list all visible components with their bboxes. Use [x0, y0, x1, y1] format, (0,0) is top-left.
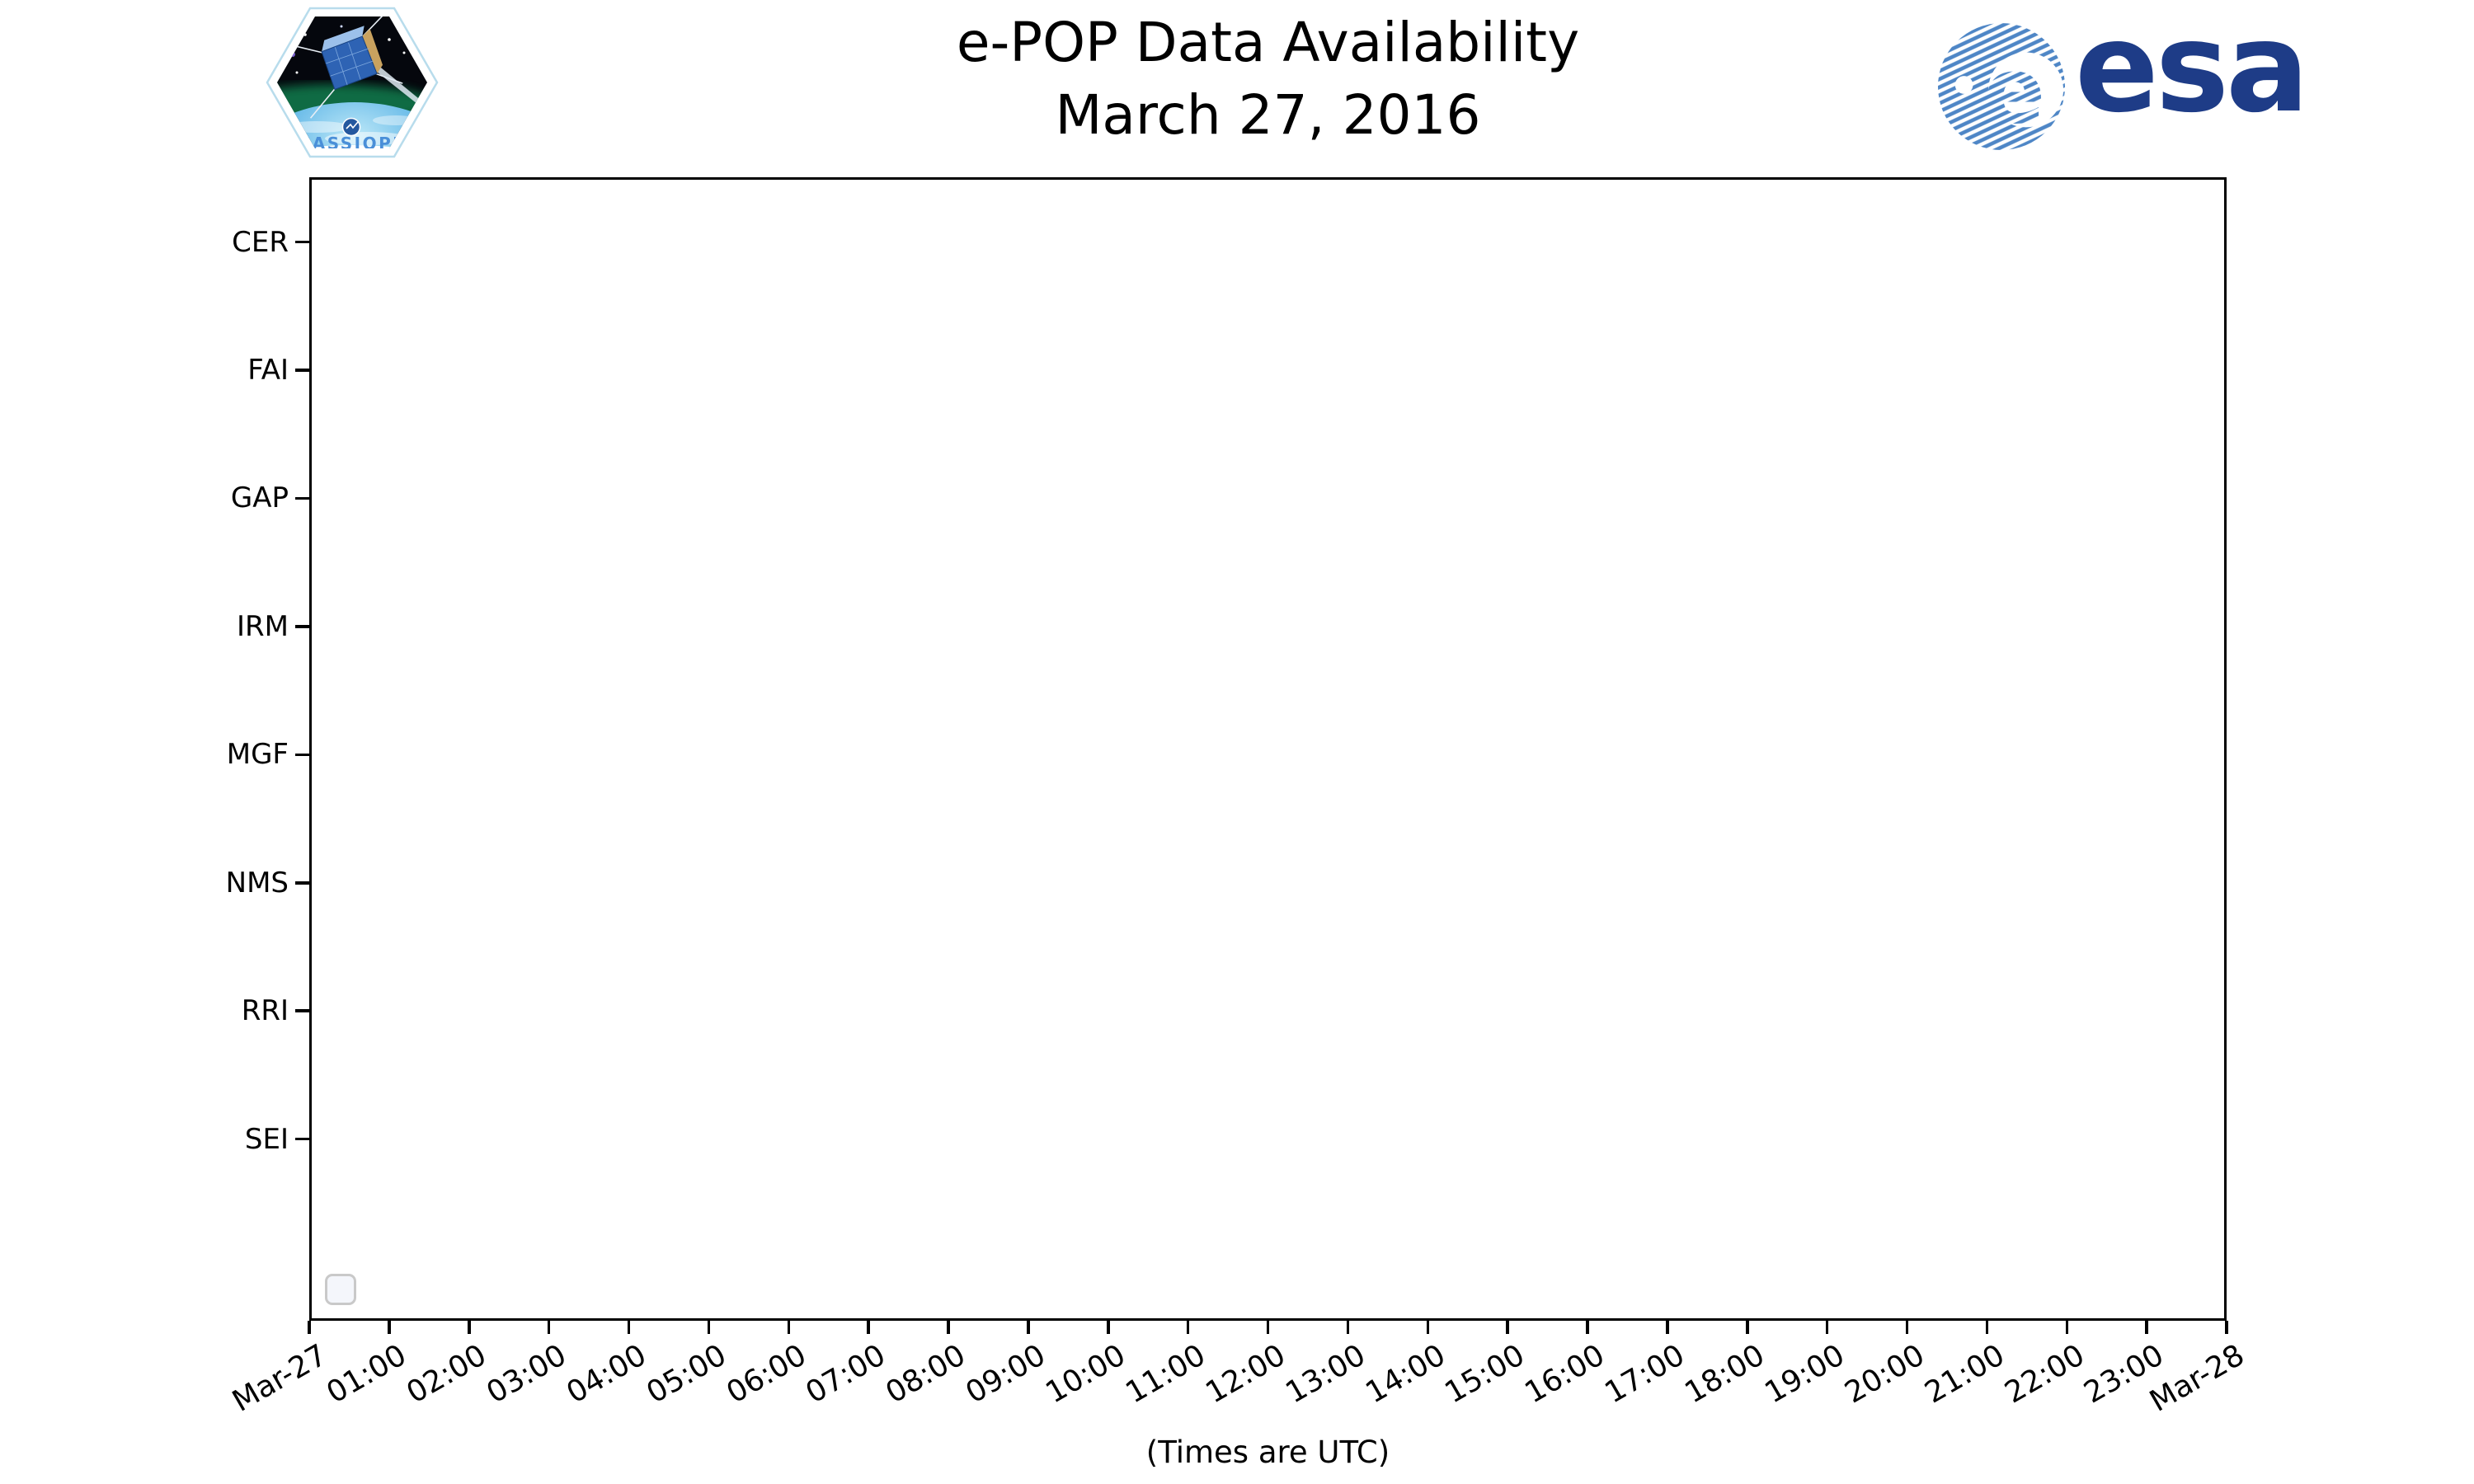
y-axis-tick	[295, 496, 309, 500]
x-axis-tick-label: 07:00	[800, 1338, 892, 1411]
y-axis-tick	[295, 240, 309, 244]
x-axis-tick-label: 19:00	[1759, 1338, 1851, 1411]
y-axis-label-irm: IRM	[237, 609, 289, 643]
x-axis-tick-label: 15:00	[1439, 1338, 1531, 1411]
x-axis-tick	[947, 1321, 950, 1334]
x-axis-tick	[1107, 1321, 1110, 1334]
cassiope-wordmark: CASSIOPE	[299, 134, 407, 153]
legend-box	[325, 1274, 356, 1305]
x-axis-tick	[867, 1321, 870, 1334]
cassiope-mission-patch: CASSIOPE	[266, 7, 439, 158]
chart-title: e-POP Data Availability	[956, 11, 1580, 74]
x-axis-tick	[1666, 1321, 1669, 1334]
y-axis-tick	[295, 753, 309, 757]
x-axis-tick	[1266, 1321, 1270, 1334]
x-axis-tick	[2065, 1321, 2068, 1334]
y-axis-tick	[295, 369, 309, 372]
x-axis-tick-label: 14:00	[1359, 1338, 1451, 1411]
x-axis-tick	[1186, 1321, 1190, 1334]
x-axis-tick	[388, 1321, 391, 1334]
x-axis-tick	[1426, 1321, 1429, 1334]
x-axis-tick	[1506, 1321, 1509, 1334]
y-axis-tick	[295, 881, 309, 885]
x-axis-tick-label: 11:00	[1120, 1338, 1211, 1411]
x-axis-tick	[547, 1321, 551, 1334]
x-axis-tick-label: 20:00	[1839, 1338, 1931, 1411]
x-axis-tick	[1825, 1321, 1829, 1334]
svg-text:e: e	[1983, 38, 2045, 144]
esa-logo: e esa	[1936, 0, 2309, 153]
chart-subtitle-date: March 27, 2016	[1055, 83, 1481, 147]
esa-wordmark: esa	[2075, 0, 2309, 140]
x-axis-tick-label: 09:00	[960, 1338, 1051, 1411]
y-axis-label-rri: RRI	[241, 994, 289, 1028]
x-axis-tick-label: 21:00	[1919, 1338, 2011, 1411]
x-axis-tick-label: 17:00	[1599, 1338, 1691, 1411]
x-axis-tick	[787, 1321, 790, 1334]
y-axis-tick	[295, 1137, 309, 1141]
y-axis-label-gap: GAP	[230, 481, 289, 515]
x-axis-tick	[1746, 1321, 1749, 1334]
x-axis-tick-label: 12:00	[1200, 1338, 1291, 1411]
x-axis-tick	[1346, 1321, 1350, 1334]
x-axis-tick-label: 06:00	[720, 1338, 812, 1411]
y-axis-label-sei: SEI	[244, 1122, 289, 1156]
y-axis-label-fai: FAI	[247, 354, 289, 387]
esa-globe-icon: e	[1937, 22, 2066, 151]
x-axis-tick-label: 08:00	[880, 1338, 971, 1411]
x-axis-tick-label: 16:00	[1519, 1338, 1611, 1411]
y-axis-label-nms: NMS	[225, 866, 289, 899]
x-axis-tick-label: 13:00	[1280, 1338, 1371, 1411]
x-axis-tick-label: 22:00	[1998, 1338, 2091, 1411]
y-axis-tick	[295, 625, 309, 628]
x-axis-tick	[1027, 1321, 1030, 1334]
y-axis-label-cer: CER	[232, 225, 289, 259]
x-axis-tick-label: 03:00	[481, 1338, 572, 1411]
y-axis-label-mgf: MGF	[226, 738, 289, 772]
x-axis-tick-label: 01:00	[321, 1338, 412, 1411]
x-axis-tick	[2145, 1321, 2148, 1334]
x-axis-tick-label: 02:00	[401, 1338, 492, 1411]
x-axis-tick-label: 18:00	[1679, 1338, 1771, 1411]
x-axis-tick-label: 10:00	[1040, 1338, 1131, 1411]
x-axis-tick	[1985, 1321, 1989, 1334]
x-axis-tick-label: 05:00	[641, 1338, 732, 1411]
y-axis-tick	[295, 1009, 309, 1012]
x-axis-tick	[2225, 1321, 2228, 1334]
chart-title-block: e-POP Data Availability March 27, 2016	[309, 7, 2227, 152]
x-axis-tick	[707, 1321, 711, 1334]
x-axis-tick-label: 04:00	[561, 1338, 652, 1411]
x-axis-tick	[308, 1321, 311, 1334]
x-axis-tick-label: Mar-27	[226, 1338, 332, 1419]
x-axis-tick	[468, 1321, 471, 1334]
axes-frame	[309, 177, 2227, 1321]
x-axis-tick	[1905, 1321, 1909, 1334]
x-axis-tick	[1586, 1321, 1589, 1334]
x-axis-note: (Times are UTC)	[1145, 1435, 1390, 1470]
x-axis-tick	[627, 1321, 631, 1334]
